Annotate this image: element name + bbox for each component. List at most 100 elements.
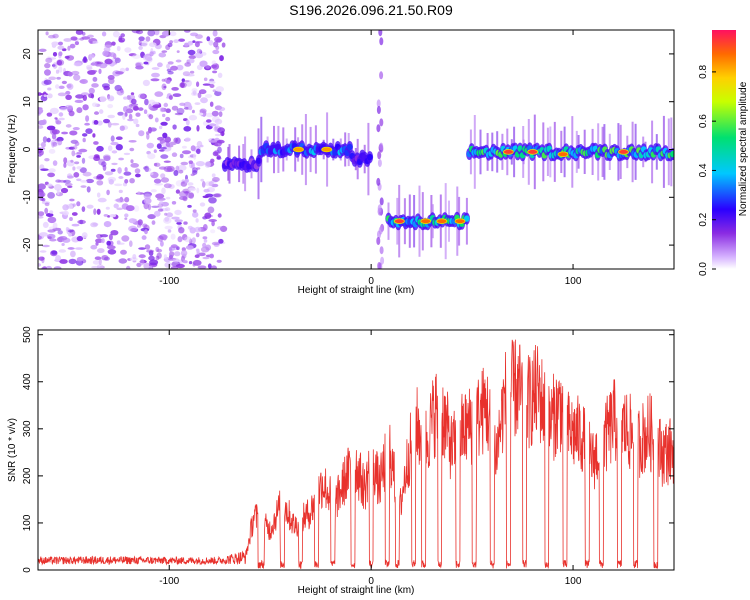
noise-blob xyxy=(161,83,167,91)
noise-blob xyxy=(216,156,222,160)
noise-blob xyxy=(189,227,196,234)
noise-blob xyxy=(46,112,53,117)
noise-blob xyxy=(188,261,193,265)
noise-blob xyxy=(44,202,50,207)
noise-blob xyxy=(192,167,198,173)
noise-blob xyxy=(122,113,126,120)
noise-blob xyxy=(185,245,194,250)
noise-blob xyxy=(48,76,57,81)
noise-blob xyxy=(71,70,80,76)
noise-blob xyxy=(86,66,93,71)
y-tick-label: 20 xyxy=(22,48,33,60)
noise-blob xyxy=(135,65,144,70)
noise-blob xyxy=(98,68,102,75)
noise-blob xyxy=(124,47,132,53)
noise-blob xyxy=(203,188,210,193)
noise-blob xyxy=(187,182,194,186)
noise-blob xyxy=(147,153,156,160)
noise-blob xyxy=(170,65,178,71)
noise-blob xyxy=(171,201,177,205)
noise-blob xyxy=(97,197,107,203)
noise-blob xyxy=(143,109,148,114)
noise-blob xyxy=(39,250,47,253)
noise-blob xyxy=(107,114,115,119)
noise-blob xyxy=(107,176,117,183)
noise-blob xyxy=(190,32,198,37)
noise-blob xyxy=(192,259,202,266)
noise-blob xyxy=(138,40,142,46)
noise-blob xyxy=(210,229,216,234)
noise-blob xyxy=(200,178,204,182)
noise-blob xyxy=(93,141,99,145)
noise-blob xyxy=(94,111,99,115)
noise-blob xyxy=(80,180,88,183)
noise-blob xyxy=(38,125,44,129)
noise-blob xyxy=(48,168,56,173)
noise-blob xyxy=(379,71,384,80)
noise-blob xyxy=(167,61,174,65)
noise-blob xyxy=(96,61,104,65)
noise-blob xyxy=(44,158,50,162)
noise-blob xyxy=(155,246,160,253)
noise-blob xyxy=(81,157,86,164)
snr-frame xyxy=(37,329,675,571)
noise-blob xyxy=(186,73,195,77)
noise-blob xyxy=(202,195,210,199)
noise-blob xyxy=(124,179,129,184)
noise-blob xyxy=(213,193,222,198)
noise-blob xyxy=(379,37,384,46)
noise-blob xyxy=(40,168,49,171)
noise-blob xyxy=(195,52,204,59)
noise-blob xyxy=(159,201,164,205)
noise-blob xyxy=(125,205,135,212)
noise-blob xyxy=(144,165,150,172)
noise-blob xyxy=(216,38,222,43)
noise-blob xyxy=(128,140,137,143)
noise-blob xyxy=(76,257,84,262)
noise-blob xyxy=(169,31,177,37)
noise-blob xyxy=(87,34,94,38)
noise-blob xyxy=(156,197,166,201)
noise-blob xyxy=(148,103,152,110)
noise-blob xyxy=(101,255,109,261)
noise-blob xyxy=(203,77,208,82)
noise-blob xyxy=(143,202,149,210)
spectral-hotspot xyxy=(420,218,432,225)
noise-blob xyxy=(55,118,59,125)
noise-blob xyxy=(180,249,188,257)
noise-blob xyxy=(119,125,125,131)
x-tick-label: 100 xyxy=(565,276,582,287)
noise-blob xyxy=(79,167,87,174)
noise-blob xyxy=(163,183,172,189)
noise-blob xyxy=(219,55,224,62)
noise-blob xyxy=(198,112,204,116)
noise-blob xyxy=(150,189,157,193)
noise-blob xyxy=(71,212,78,216)
noise-blob xyxy=(199,60,208,67)
noise-blob xyxy=(161,78,166,82)
noise-blob xyxy=(45,213,54,217)
noise-blob xyxy=(165,116,171,122)
noise-blob xyxy=(209,101,214,107)
noise-blob xyxy=(208,181,214,187)
noise-blob xyxy=(121,235,130,242)
spectral-hotspot xyxy=(321,146,333,153)
noise-blob xyxy=(164,136,171,143)
noise-blob xyxy=(55,255,61,262)
noise-blob xyxy=(124,167,128,172)
noise-blob xyxy=(68,110,75,117)
noise-blob xyxy=(68,258,77,265)
noise-blob xyxy=(70,250,76,258)
noise-blob xyxy=(194,254,200,258)
noise-blob xyxy=(52,64,56,67)
noise-blob xyxy=(66,160,75,167)
noise-blob xyxy=(89,69,98,73)
noise-blob xyxy=(45,31,49,36)
noise-blob xyxy=(184,179,188,184)
noise-blob xyxy=(154,30,160,36)
noise-blob xyxy=(175,263,185,269)
noise-blob xyxy=(81,31,86,36)
noise-blob xyxy=(69,198,75,202)
noise-blob xyxy=(103,85,110,91)
